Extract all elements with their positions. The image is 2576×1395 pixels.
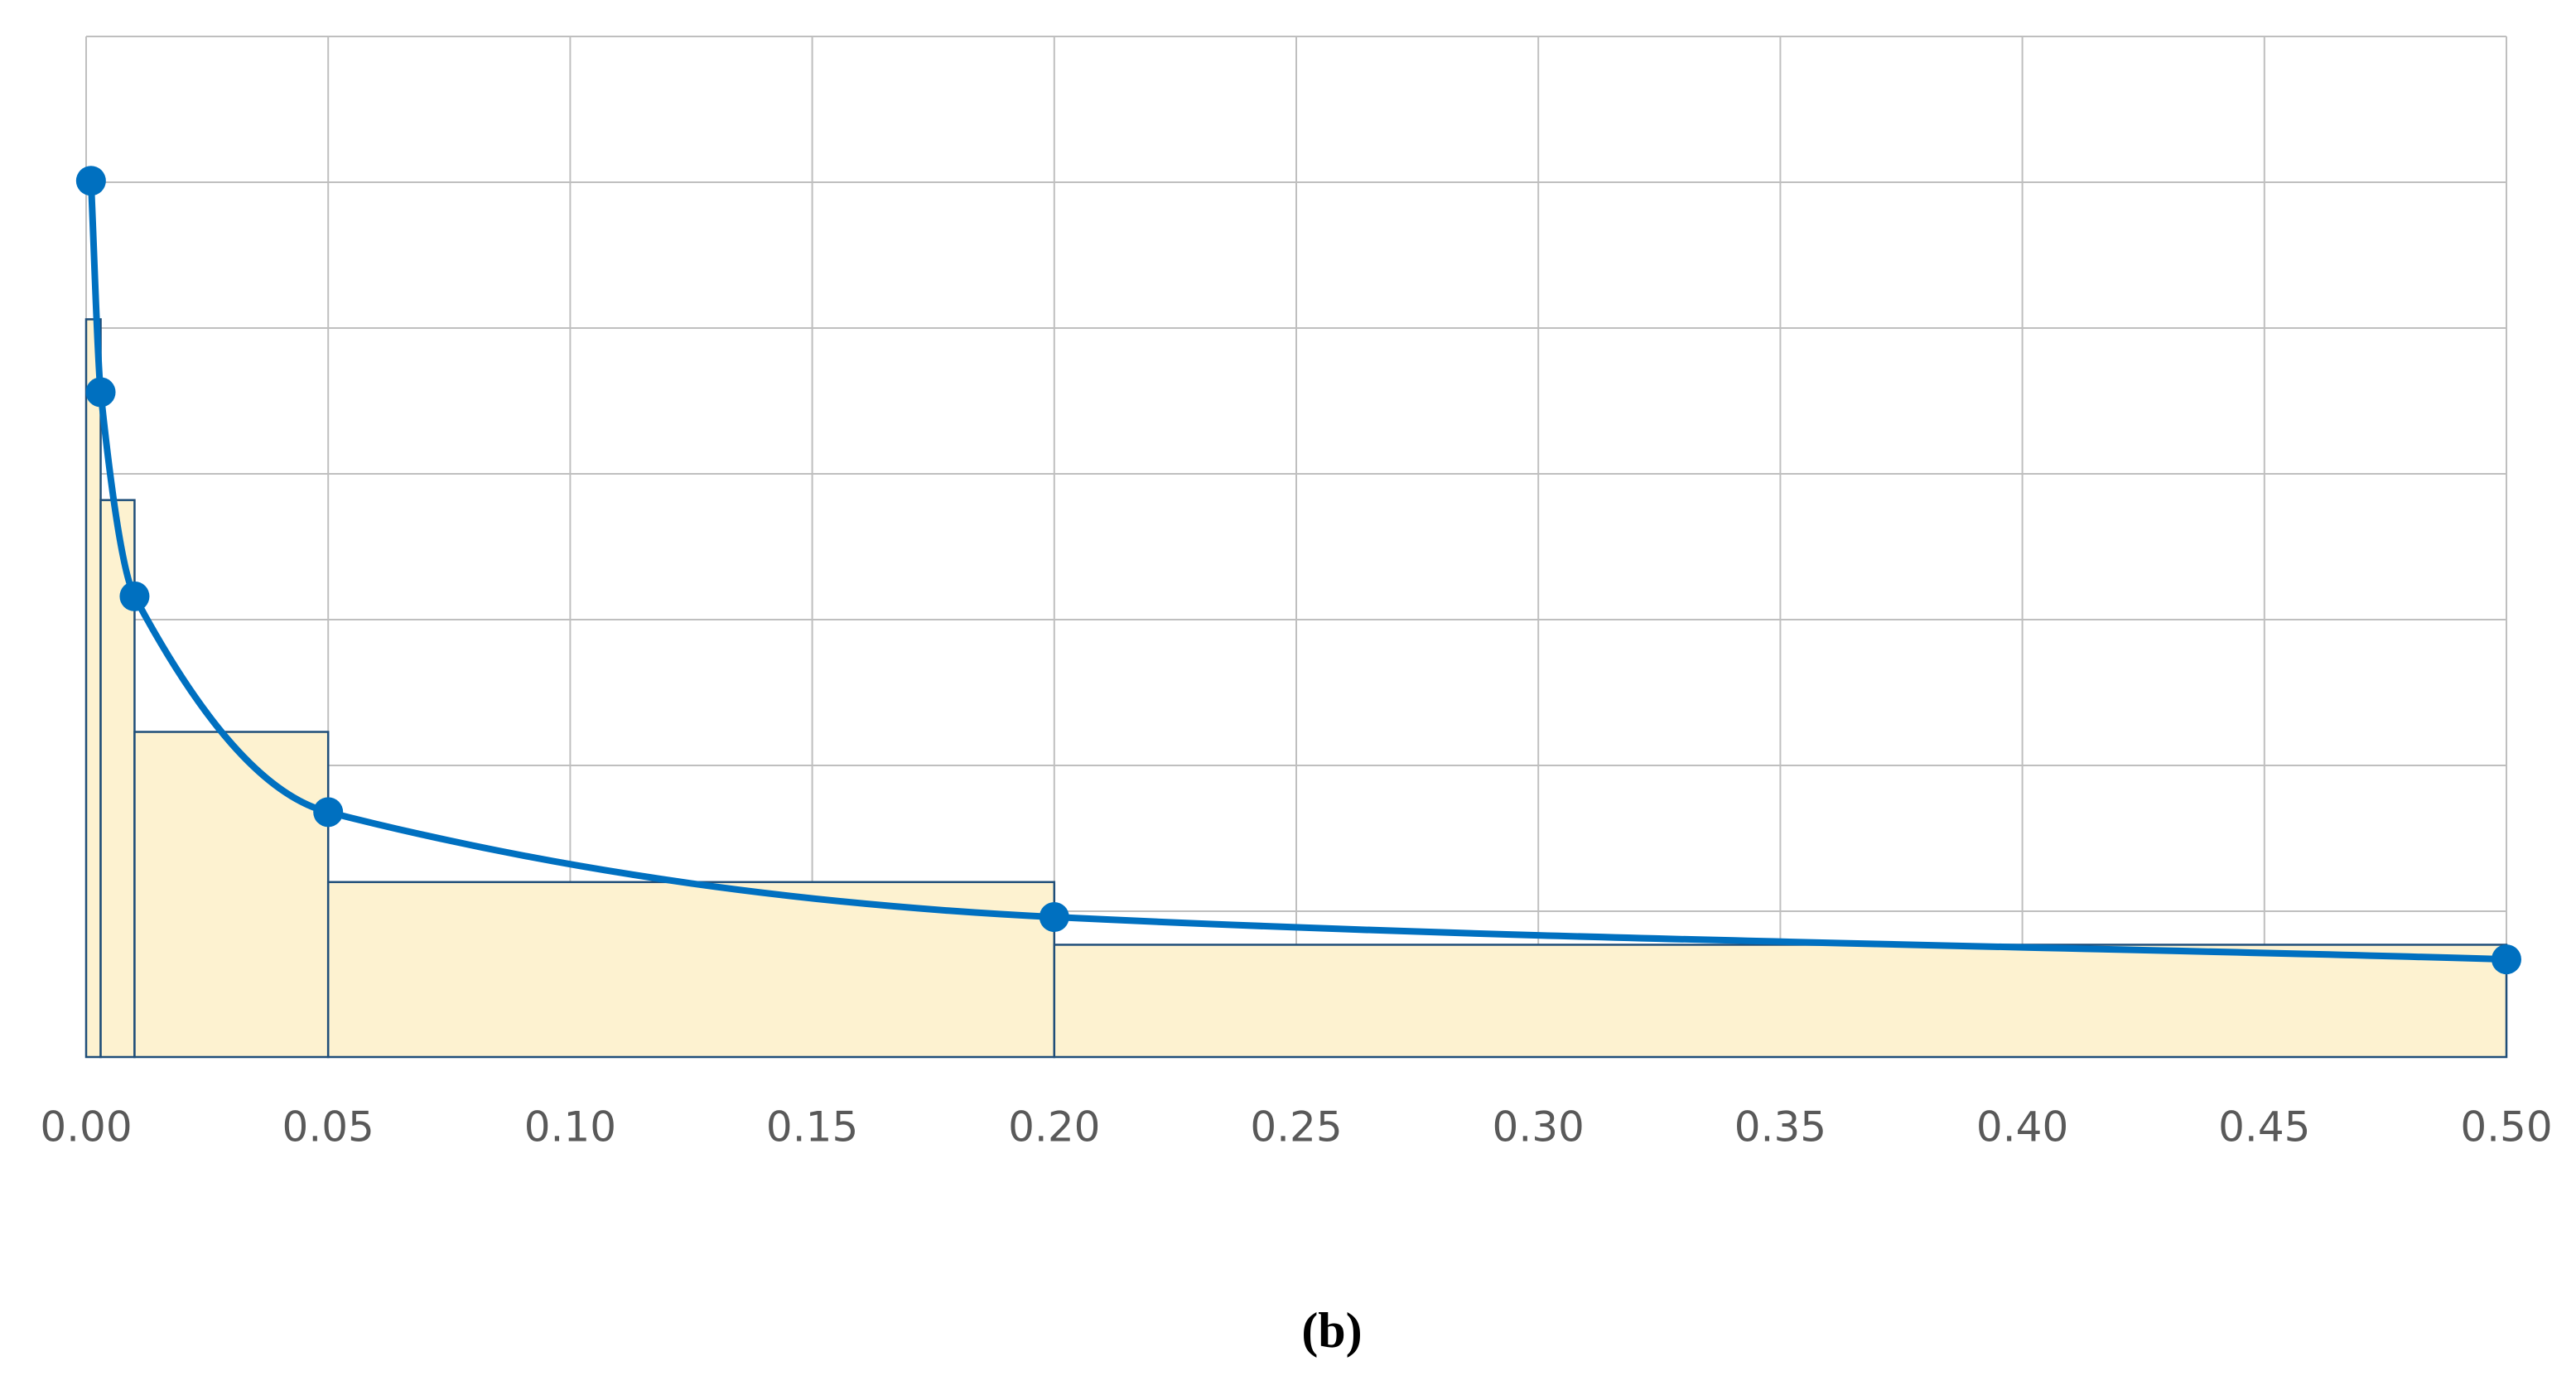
x-tick-label: 0.15 <box>766 1103 858 1151</box>
point <box>85 377 116 408</box>
x-tick-label: 0.20 <box>1008 1103 1100 1151</box>
x-tick-label: 0.25 <box>1250 1103 1342 1151</box>
bar <box>1053 944 2508 1059</box>
x-tick-label: 0.10 <box>524 1103 616 1151</box>
x-tick-label: 0.00 <box>40 1103 132 1151</box>
x-tick-label: 0.45 <box>2218 1103 2310 1151</box>
x-tick-label: 0.50 <box>2460 1103 2552 1151</box>
line <box>87 181 2507 963</box>
point <box>2492 944 2521 975</box>
point <box>75 166 106 196</box>
x-tick-label: 0.30 <box>1493 1103 1585 1151</box>
point <box>1039 902 1069 933</box>
point <box>313 797 344 828</box>
bar <box>84 318 102 1059</box>
caption: (b) <box>1301 1303 1362 1358</box>
x-tick-label: 0.40 <box>1976 1103 2068 1151</box>
bar <box>133 731 330 1059</box>
x-tick-label: 0.35 <box>1734 1103 1826 1151</box>
x-tick-label: 0.05 <box>282 1103 374 1151</box>
point <box>119 581 150 611</box>
